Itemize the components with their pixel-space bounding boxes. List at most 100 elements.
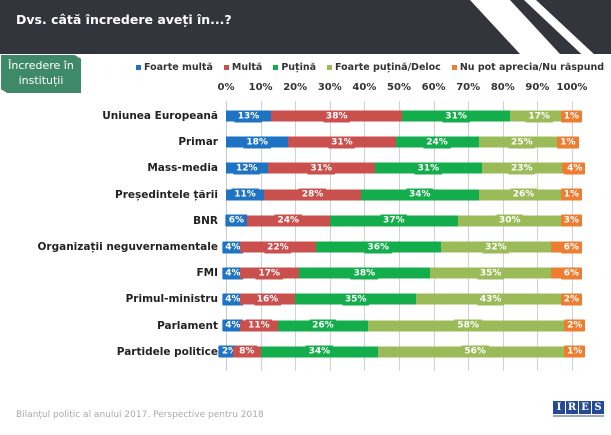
bar-segment: 11% <box>239 319 278 332</box>
bar-segment: 24% <box>395 136 479 149</box>
bar-segment: 11% <box>226 188 265 201</box>
category-label: Președintele țării <box>115 188 218 201</box>
x-tick-label: 0% <box>217 82 235 93</box>
data-label: 56% <box>461 345 489 358</box>
gridline <box>329 101 331 371</box>
data-label: 31% <box>442 110 470 122</box>
gridline <box>433 101 435 371</box>
data-label: 6% <box>560 241 582 253</box>
data-label: 23% <box>508 162 536 175</box>
bar-segment: 38% <box>298 267 431 280</box>
legend-item: Nu pot aprecia/Nu răspund <box>451 62 604 73</box>
legend-label: Multă <box>231 62 263 73</box>
category-label: Primar <box>178 136 218 149</box>
x-tick-label: 40% <box>352 82 377 93</box>
data-label: 24% <box>274 214 303 227</box>
bar-segment: 1% <box>560 110 582 122</box>
data-label: 34% <box>405 188 434 201</box>
gridline <box>364 101 366 371</box>
gridline <box>295 101 297 371</box>
bar-segment: 3% <box>560 214 582 227</box>
bar-segment: 17% <box>239 267 299 280</box>
data-label: 6% <box>560 267 582 280</box>
category-label: Partidele politice <box>116 345 218 358</box>
bar-segment: 16% <box>239 293 296 306</box>
bar-segment: 4% <box>222 319 244 332</box>
data-label: 35% <box>341 293 370 306</box>
data-label: 58% <box>454 319 482 332</box>
bar-segment: 31% <box>374 162 483 175</box>
bar-segment: 1% <box>557 136 579 149</box>
bar-segment: 28% <box>264 188 361 201</box>
y-axis-line <box>226 101 227 371</box>
legend-swatch <box>273 65 279 70</box>
legend-label: Puțină <box>281 62 317 73</box>
data-label: 35% <box>476 267 505 280</box>
bar-segment: 58% <box>367 319 569 332</box>
data-label: 1% <box>560 110 582 122</box>
bar-segment: 34% <box>360 188 479 201</box>
bar-segment: 2% <box>560 293 582 306</box>
ires-logo: I R E S <box>553 401 604 417</box>
data-label: 12% <box>232 162 261 175</box>
data-label: 4% <box>564 162 586 175</box>
bar-segment: 22% <box>239 241 316 253</box>
data-label: 30% <box>495 214 524 227</box>
bar-segment: 12% <box>226 162 268 175</box>
category-label: Mass-media <box>147 162 218 175</box>
bar-segment: 31% <box>402 110 510 122</box>
data-label: 17% <box>525 110 553 122</box>
bar-segment: 30% <box>457 214 562 227</box>
legend-swatch <box>451 65 457 70</box>
logo-letter: I <box>553 401 565 414</box>
legend-item: Puțină <box>273 62 316 73</box>
bar-segment: 17% <box>509 110 569 122</box>
data-label: 34% <box>305 345 334 358</box>
bar-segment: 4% <box>222 241 244 253</box>
legend-item: Multă <box>223 62 263 73</box>
bar-segment: 26% <box>277 319 368 332</box>
section-badge: Încredere în instituții <box>1 55 81 93</box>
legend-swatch <box>223 65 229 70</box>
x-tick-label: 20% <box>283 82 308 93</box>
bar-segment: 37% <box>329 214 458 227</box>
bar-segment: 25% <box>478 136 566 149</box>
x-tick-label: 60% <box>421 82 446 93</box>
data-label: 4% <box>222 267 244 280</box>
bar-segment: 6% <box>551 267 582 280</box>
bar-segment: 32% <box>440 241 552 253</box>
section-badge-line1: Încredere în <box>8 59 74 72</box>
bar-segment: 38% <box>270 110 403 122</box>
data-label: 38% <box>350 267 379 280</box>
legend-swatch <box>136 65 141 70</box>
logo-letter: E <box>579 401 591 414</box>
x-tick-label: 80% <box>490 82 515 93</box>
gridline <box>537 101 539 371</box>
data-label: 13% <box>234 110 263 122</box>
logo-letter: R <box>566 401 578 414</box>
data-label: 36% <box>364 241 392 253</box>
data-label: 8% <box>236 345 258 358</box>
category-label: Organizații neguvernamentale <box>37 241 218 253</box>
bar-segment: 8% <box>232 345 261 358</box>
data-label: 11% <box>245 319 273 332</box>
bar-segment: 4% <box>561 162 586 175</box>
gridline <box>399 101 400 371</box>
category-label: Primul-ministru <box>125 293 218 306</box>
data-label: 1% <box>564 345 586 358</box>
bar-segment: 36% <box>315 241 441 253</box>
bar-segment: 6% <box>551 241 582 253</box>
x-tick-label: 30% <box>317 82 342 93</box>
header-decoration <box>470 0 601 60</box>
data-label: 6% <box>225 214 248 227</box>
data-label: 2% <box>560 293 582 306</box>
bar-segment: 31% <box>267 162 375 175</box>
data-label: 16% <box>253 293 282 306</box>
data-label: 32% <box>482 241 510 253</box>
legend-label: Foarte puțină/Deloc <box>335 62 441 73</box>
data-label: 4% <box>222 319 244 332</box>
legend-item: Foarte puțină/Deloc <box>327 62 441 73</box>
gridline <box>572 101 573 371</box>
data-label: 22% <box>264 241 292 253</box>
data-label: 11% <box>231 188 259 201</box>
